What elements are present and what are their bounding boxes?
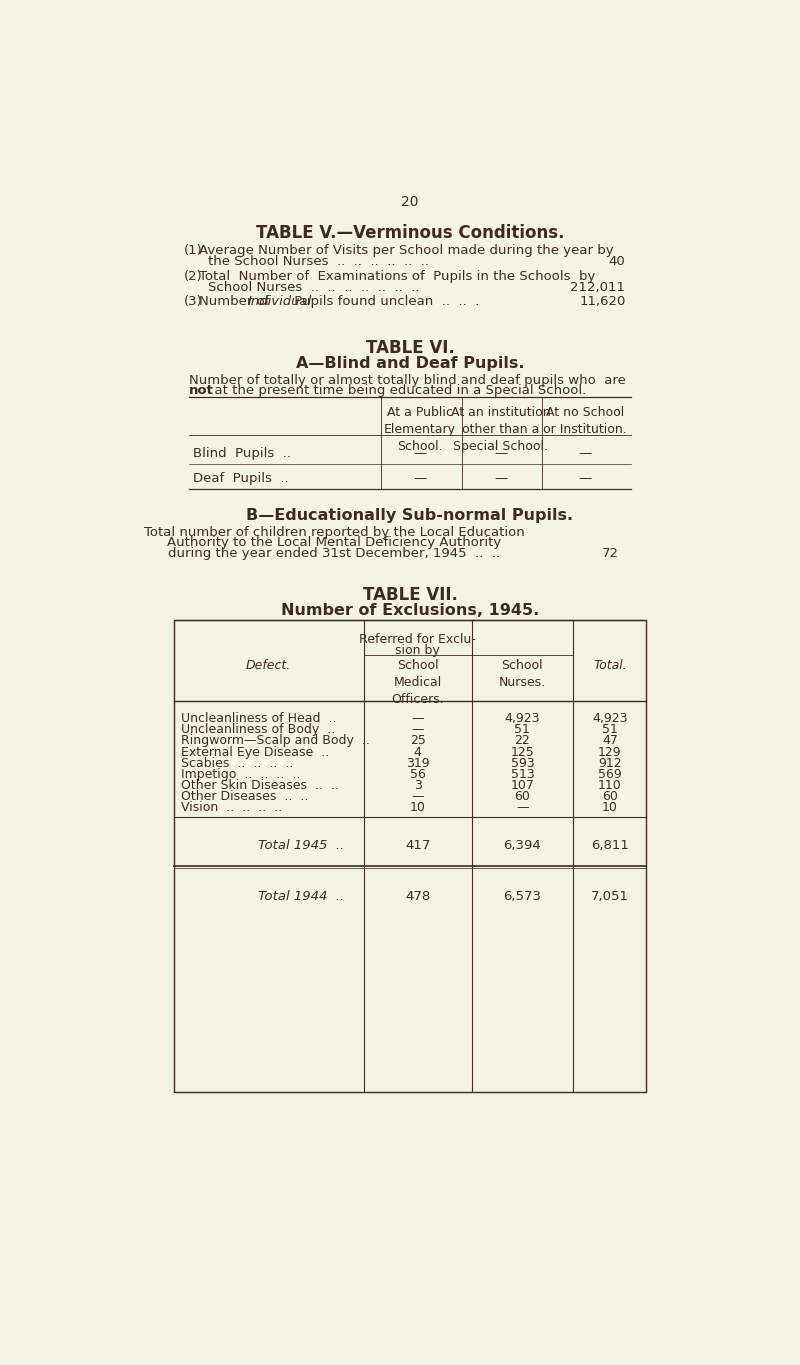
Text: 51: 51: [602, 723, 618, 736]
Text: —: —: [578, 448, 592, 460]
Text: 125: 125: [510, 745, 534, 759]
Text: 56: 56: [410, 768, 426, 781]
Text: 513: 513: [510, 768, 534, 781]
Text: Scabies  ..  ..  ..  ..: Scabies .. .. .. ..: [182, 756, 294, 770]
Text: 4,923: 4,923: [505, 713, 540, 725]
Text: —: —: [494, 448, 507, 460]
Text: 569: 569: [598, 768, 622, 781]
Text: Uncleanliness of Body  ..: Uncleanliness of Body ..: [182, 723, 336, 736]
Text: (3): (3): [184, 295, 202, 307]
Text: the School Nurses  ..  ..  ..  ..  ..  ..: the School Nurses .. .. .. .. .. ..: [209, 255, 430, 268]
Text: not: not: [189, 384, 214, 397]
Text: —: —: [414, 472, 426, 485]
Text: —: —: [411, 713, 424, 725]
Text: 912: 912: [598, 756, 622, 770]
Text: 107: 107: [510, 779, 534, 792]
Text: External Eye Disease  ..: External Eye Disease ..: [182, 745, 330, 759]
Text: School Nurses  ..  ..  ..  ..  ..  ..  ..: School Nurses .. .. .. .. .. .. ..: [209, 281, 420, 293]
Text: Number of totally or almost totally blind and deaf pupils who  are: Number of totally or almost totally blin…: [189, 374, 626, 388]
Text: Other Skin Diseases  ..  ..: Other Skin Diseases .. ..: [182, 779, 339, 792]
Text: 72: 72: [602, 547, 619, 560]
Text: Ringworm—Scalp and Body  ..: Ringworm—Scalp and Body ..: [182, 734, 370, 748]
Text: 60: 60: [602, 790, 618, 803]
Text: sion by: sion by: [395, 643, 440, 657]
Text: Uncleanliness of Head  ..: Uncleanliness of Head ..: [182, 713, 337, 725]
Text: —: —: [414, 448, 426, 460]
Text: Impetigo  ..  ..  ..  ..: Impetigo .. .. .. ..: [182, 768, 301, 781]
Text: —: —: [411, 790, 424, 803]
Text: School
Nurses.: School Nurses.: [499, 659, 546, 689]
Text: At no School
or Institution.: At no School or Institution.: [543, 407, 627, 437]
Text: 417: 417: [405, 839, 430, 852]
Text: (1): (1): [184, 244, 202, 257]
Text: Other Diseases  ..  ..: Other Diseases .. ..: [182, 790, 309, 803]
Text: Individual: Individual: [247, 295, 311, 307]
Text: 593: 593: [510, 756, 534, 770]
Text: 6,573: 6,573: [503, 890, 542, 902]
Text: Authority to the Local Mental Deficiency Authority: Authority to the Local Mental Deficiency…: [167, 536, 501, 550]
Text: 129: 129: [598, 745, 622, 759]
Text: 319: 319: [406, 756, 430, 770]
Text: School
Medical
Officers.: School Medical Officers.: [391, 659, 444, 706]
Text: 51: 51: [514, 723, 530, 736]
Text: Total  Number of  Examinations of  Pupils in the Schools  by: Total Number of Examinations of Pupils i…: [199, 270, 595, 283]
Text: 47: 47: [602, 734, 618, 748]
Text: 22: 22: [514, 734, 530, 748]
Text: at the present time being educated in a Special School.: at the present time being educated in a …: [206, 384, 586, 397]
Text: —: —: [578, 472, 592, 485]
Text: Number of Exclusions, 1945.: Number of Exclusions, 1945.: [281, 603, 539, 618]
Text: 4,923: 4,923: [592, 713, 628, 725]
Text: 3: 3: [414, 779, 422, 792]
Text: 478: 478: [405, 890, 430, 902]
Text: —: —: [494, 472, 507, 485]
Text: 40: 40: [609, 255, 626, 268]
Text: 212,011: 212,011: [570, 281, 626, 293]
Text: Blind  Pupils  ..: Blind Pupils ..: [193, 448, 291, 460]
Text: 11,620: 11,620: [579, 295, 626, 307]
Text: 4: 4: [414, 745, 422, 759]
Text: Referred for Exclu-: Referred for Exclu-: [359, 633, 476, 647]
Text: —: —: [516, 801, 529, 815]
Text: 7,051: 7,051: [591, 890, 629, 902]
Text: Average Number of Visits per School made during the year by: Average Number of Visits per School made…: [199, 244, 614, 257]
Text: Total 1944  ..: Total 1944 ..: [258, 890, 344, 902]
Text: TABLE VI.: TABLE VI.: [366, 340, 454, 358]
Bar: [174, 621, 646, 1092]
Text: Total.: Total.: [593, 659, 627, 672]
Text: 110: 110: [598, 779, 622, 792]
Text: TABLE V.—Verminous Conditions.: TABLE V.—Verminous Conditions.: [256, 224, 564, 242]
Text: Number of: Number of: [199, 295, 274, 307]
Text: Defect.: Defect.: [246, 659, 291, 672]
Text: Total 1945  ..: Total 1945 ..: [258, 839, 344, 852]
Text: 10: 10: [410, 801, 426, 815]
Text: 60: 60: [514, 790, 530, 803]
Text: 20: 20: [402, 195, 418, 209]
Text: (2): (2): [184, 270, 202, 283]
Text: —: —: [411, 723, 424, 736]
Text: 6,394: 6,394: [503, 839, 542, 852]
Text: during the year ended 31st December, 1945  ..  ..: during the year ended 31st December, 194…: [168, 547, 500, 560]
Text: Total number of children reported by the Local Education: Total number of children reported by the…: [144, 526, 525, 539]
Text: A—Blind and Deaf Pupils.: A—Blind and Deaf Pupils.: [296, 356, 524, 371]
Text: 6,811: 6,811: [591, 839, 629, 852]
Text: Vision  ..  ..  ..  ..: Vision .. .. .. ..: [182, 801, 282, 815]
Text: TABLE VII.: TABLE VII.: [362, 586, 458, 603]
Text: At an institution
other than a
Special School.: At an institution other than a Special S…: [451, 407, 550, 453]
Text: Deaf  Pupils  ..: Deaf Pupils ..: [193, 472, 289, 485]
Text: 25: 25: [410, 734, 426, 748]
Text: 10: 10: [602, 801, 618, 815]
Text: At a Public
Elementary
School.: At a Public Elementary School.: [384, 407, 456, 453]
Text: Pupils found unclean  ..  ..  .: Pupils found unclean .. .. .: [290, 295, 479, 307]
Text: B—Educationally Sub-normal Pupils.: B—Educationally Sub-normal Pupils.: [246, 508, 574, 523]
